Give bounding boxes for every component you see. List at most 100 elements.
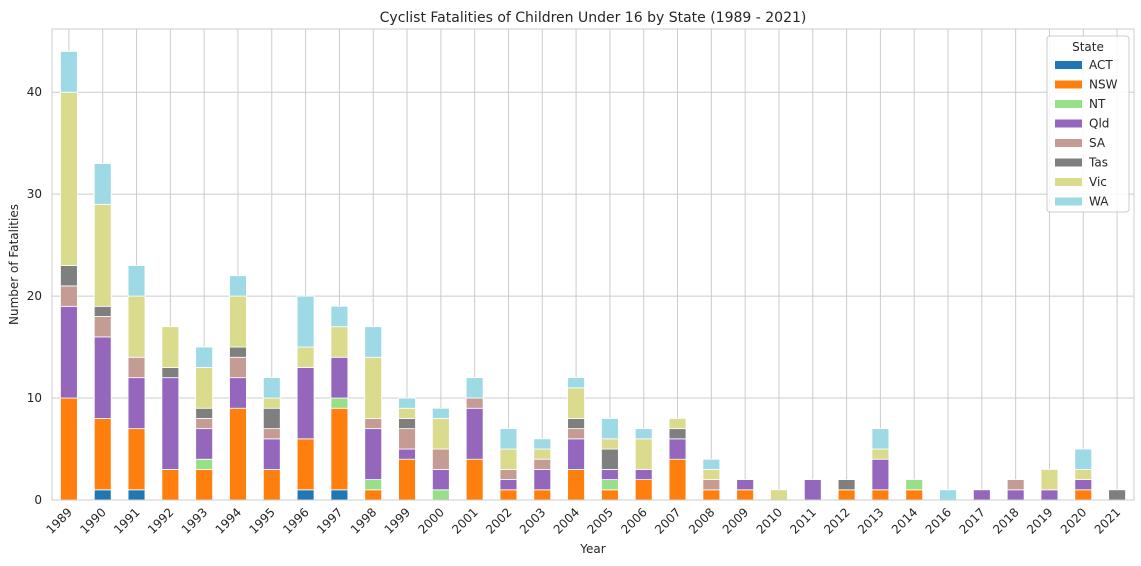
legend-frame xyxy=(1046,35,1130,213)
x-tick-label: 2003 xyxy=(517,505,548,536)
x-tick-label: 1995 xyxy=(246,505,277,536)
bar-segment-tas-1994 xyxy=(229,346,247,358)
x-tick-label: 1992 xyxy=(145,505,176,536)
bar-segment-wa-1991 xyxy=(127,265,146,297)
x-tick-label: 2020 xyxy=(1058,505,1089,536)
bar-segment-sa-2008 xyxy=(702,479,721,491)
bar-segment-wa-2005 xyxy=(601,418,619,440)
bar-segment-nsw-2013 xyxy=(871,489,890,501)
bar-segment-qld-1989 xyxy=(60,305,78,399)
legend-swatch-nt xyxy=(1055,100,1082,108)
bar-segment-vic-1989 xyxy=(60,91,78,266)
bar-segment-qld-2017 xyxy=(972,489,991,501)
legend-swatch-tas xyxy=(1055,158,1082,167)
bar-segment-vic-2003 xyxy=(533,448,552,460)
bar-segment-wa-1997 xyxy=(330,305,349,328)
x-tick-label: 2007 xyxy=(652,505,683,536)
x-tick-label: 2017 xyxy=(956,505,987,536)
bar-segment-vic-2007 xyxy=(668,418,687,430)
bar-segment-vic-2002 xyxy=(499,448,518,470)
bar-segment-vic-2008 xyxy=(702,469,721,481)
bar-segment-act-1997 xyxy=(330,489,349,501)
bar-segment-vic-2005 xyxy=(601,438,619,450)
bar-segment-nsw-1995 xyxy=(262,469,281,501)
bar-segment-nsw-1996 xyxy=(296,438,315,491)
legend-swatch-act xyxy=(1055,61,1082,69)
bar-segment-qld-2005 xyxy=(601,469,619,481)
x-tick-label: 2012 xyxy=(821,505,852,536)
bar-segment-tas-1999 xyxy=(398,418,416,430)
bar-segment-wa-1995 xyxy=(262,377,281,399)
x-tick-label: 1989 xyxy=(44,505,75,536)
y-tick-label: 10 xyxy=(27,391,42,405)
bar-segment-qld-2019 xyxy=(1040,489,1059,501)
y-tick-labels: 0 10 20 30 40 xyxy=(27,85,42,507)
bar-segment-nt-2014 xyxy=(905,479,924,491)
bar-segment-nt-2005 xyxy=(601,479,619,491)
bar-segment-nsw-1998 xyxy=(364,489,383,501)
y-axis-label: Number of Fatalities xyxy=(7,204,21,325)
bar-segment-sa-2003 xyxy=(533,458,552,470)
bar-segment-nsw-1992 xyxy=(161,469,180,501)
bar-segment-vic-1990 xyxy=(93,203,112,307)
x-tick-label: 1993 xyxy=(179,505,210,536)
bar-segment-wa-1999 xyxy=(398,397,416,409)
bar-segment-tas-2021 xyxy=(1108,489,1126,501)
bar-segment-sa-1995 xyxy=(262,428,281,440)
x-tick-label: 1990 xyxy=(77,505,108,536)
bar-segment-qld-2004 xyxy=(567,438,585,470)
bar-segment-qld-2001 xyxy=(465,407,484,460)
bar-segment-qld-1994 xyxy=(229,377,247,409)
bar-segment-sa-2002 xyxy=(499,469,518,481)
bar-segment-nsw-1991 xyxy=(127,428,146,491)
bar-segment-tas-2005 xyxy=(601,448,619,470)
legend-label-nsw: NSW xyxy=(1089,78,1118,92)
bar-segment-sa-1993 xyxy=(195,418,214,430)
x-tick-label: 2008 xyxy=(686,505,717,536)
bar-segment-qld-2007 xyxy=(668,438,687,460)
x-tick-label: 2011 xyxy=(787,505,818,536)
bar-segment-vic-2006 xyxy=(634,438,653,470)
bar-segment-sa-2018 xyxy=(1006,479,1025,491)
bar-segment-qld-1996 xyxy=(296,367,315,440)
bar-segment-nt-1997 xyxy=(330,397,349,409)
bar-segment-nt-1993 xyxy=(195,458,214,470)
bar-segment-wa-2000 xyxy=(431,407,450,419)
x-tick-label: 1997 xyxy=(314,505,345,536)
bar-segment-sa-1999 xyxy=(398,428,416,450)
bar-segment-wa-1989 xyxy=(60,51,78,93)
bar-segment-wa-2004 xyxy=(567,377,585,389)
bar-segment-nsw-1994 xyxy=(229,407,247,501)
bar-segment-qld-2002 xyxy=(499,479,518,491)
x-axis-label: Year xyxy=(579,542,605,556)
legend-swatch-vic xyxy=(1055,178,1082,186)
bar-segment-sa-1989 xyxy=(60,285,78,307)
bar-segment-qld-2003 xyxy=(533,469,552,491)
bar-segment-nsw-2012 xyxy=(837,489,856,501)
bar-segment-nsw-1999 xyxy=(398,458,416,501)
bar-segment-vic-1999 xyxy=(398,407,416,419)
x-tick-label: 2010 xyxy=(754,505,785,536)
bar-segment-vic-2004 xyxy=(567,387,585,419)
bar-segment-qld-1997 xyxy=(330,356,349,399)
bar-segment-nsw-1989 xyxy=(60,397,78,501)
bar-segment-nsw-2020 xyxy=(1074,489,1093,501)
y-tick-label: 40 xyxy=(27,85,42,99)
x-tick-label: 2018 xyxy=(990,505,1021,536)
bar-segment-qld-1995 xyxy=(262,438,281,470)
legend-label-wa: WA xyxy=(1089,195,1109,209)
bar-segment-tas-1990 xyxy=(93,305,112,317)
bar-segment-sa-2001 xyxy=(465,397,484,409)
x-tick-label: 1998 xyxy=(348,505,379,536)
x-tick-label: 2016 xyxy=(923,505,954,536)
x-tick-label: 2002 xyxy=(483,505,514,536)
legend-label-act: ACT xyxy=(1089,58,1113,72)
bar-segment-vic-1996 xyxy=(296,346,315,368)
bar-segment-qld-2018 xyxy=(1006,489,1025,501)
bar-segment-sa-1990 xyxy=(93,316,112,338)
bar-segment-tas-1993 xyxy=(195,407,214,419)
bar-segment-qld-2006 xyxy=(634,469,653,481)
x-tick-label: 2019 xyxy=(1024,505,1055,536)
bar-segment-wa-1993 xyxy=(195,346,214,368)
